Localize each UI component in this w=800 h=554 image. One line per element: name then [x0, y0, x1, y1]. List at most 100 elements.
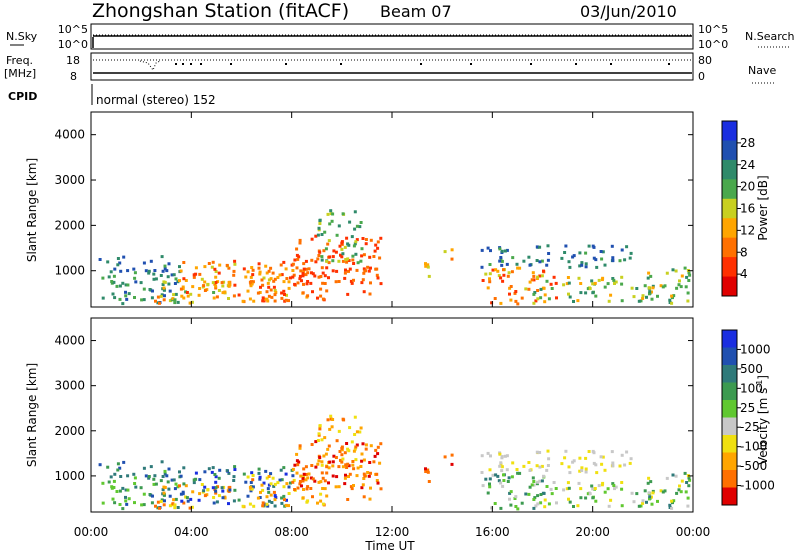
- range-cell: [310, 476, 313, 480]
- range-cell: [480, 454, 484, 458]
- range-cell: [165, 474, 169, 478]
- range-cell: [578, 456, 582, 460]
- colorbar-tick-label: -1000: [740, 479, 775, 493]
- range-cell: [237, 498, 241, 502]
- range-cell: [368, 255, 372, 259]
- range-cell: [577, 481, 581, 485]
- range-cell: [317, 459, 321, 463]
- range-cell: [620, 481, 624, 484]
- range-cell: [584, 265, 588, 269]
- range-cell: [153, 269, 157, 272]
- range-cell: [488, 485, 492, 489]
- range-cell: [549, 487, 553, 491]
- range-cell: [335, 233, 339, 237]
- range-cell: [133, 276, 137, 280]
- range-cell: [112, 479, 116, 483]
- range-cell: [597, 484, 601, 488]
- range-cell: [156, 506, 160, 510]
- range-cell: [369, 266, 372, 270]
- range-cell: [304, 478, 308, 482]
- range-cell: [324, 452, 328, 456]
- range-cell: [299, 269, 303, 273]
- range-cell: [623, 258, 627, 262]
- range-cell: [527, 492, 531, 496]
- range-cell: [426, 265, 430, 269]
- range-cell: [562, 283, 566, 287]
- range-cell: [567, 281, 571, 285]
- range-cell: [489, 249, 492, 253]
- range-cell: [150, 501, 154, 505]
- range-cell: [620, 487, 624, 491]
- range-cell: [149, 288, 153, 292]
- range-cell: [637, 299, 641, 303]
- range-cell: [273, 498, 277, 502]
- range-cell: [270, 501, 274, 504]
- range-cell: [133, 271, 137, 275]
- range-cell: [127, 497, 131, 501]
- range-cell: [203, 289, 207, 292]
- range-cell: [613, 487, 616, 491]
- range-cell: [178, 470, 181, 474]
- range-cell: [350, 440, 354, 444]
- range-cell: [211, 486, 215, 490]
- range-cell: [368, 497, 372, 501]
- range-cell: [500, 259, 504, 263]
- range-cell: [198, 272, 202, 276]
- range-cell: [542, 269, 545, 273]
- range-cell: [112, 486, 116, 489]
- range-cell: [322, 454, 326, 458]
- power-panel: Slant Range [km] 1000 2000 3000 4000: [25, 111, 694, 308]
- range-cell: [109, 475, 113, 479]
- range-cell: [162, 288, 166, 292]
- sky-tick-bottom: 10^0: [58, 38, 88, 51]
- range-cell: [314, 234, 318, 238]
- range-cell: [301, 291, 305, 295]
- range-cell: [599, 455, 603, 459]
- range-cell: [550, 492, 554, 496]
- range-cell: [554, 487, 558, 490]
- range-cell: [496, 269, 500, 273]
- range-cell: [218, 263, 222, 267]
- range-cell: [603, 285, 607, 289]
- range-cell: [214, 275, 218, 279]
- range-cell: [282, 280, 286, 284]
- range-cell: [527, 255, 531, 259]
- range-cell: [261, 501, 265, 505]
- range-cell: [203, 485, 207, 489]
- range-cell: [499, 301, 503, 305]
- sky-tick-top: 10^5: [58, 23, 88, 36]
- range-cell: [316, 439, 320, 442]
- range-cell: [488, 280, 492, 284]
- range-cell: [214, 491, 218, 495]
- range-cell: [325, 471, 329, 475]
- freq-strip-frame: [90, 52, 694, 81]
- range-cell: [647, 491, 651, 495]
- range-cell: [158, 301, 161, 305]
- range-cell: [266, 487, 270, 491]
- colorbar-swatch: [722, 382, 737, 401]
- range-cell: [194, 266, 198, 270]
- range-cell: [182, 501, 186, 505]
- range-cell: [149, 493, 153, 497]
- range-cell: [546, 244, 550, 248]
- range-cell: [373, 454, 377, 458]
- range-cell: [212, 496, 216, 499]
- range-cell: [267, 475, 271, 478]
- range-cell: [360, 486, 364, 490]
- range-cell: [302, 467, 306, 471]
- range-cell: [331, 460, 335, 464]
- range-cell: [163, 294, 166, 298]
- nave-dot: [340, 63, 342, 65]
- velocity-ylabel: Slant Range [km]: [25, 363, 39, 467]
- power-colorbar-label: Power [dB]: [756, 175, 770, 240]
- range-cell: [198, 287, 202, 290]
- ytick-label: 3000: [54, 173, 85, 187]
- range-cell: [198, 492, 202, 496]
- range-cell: [297, 460, 301, 464]
- range-cell: [603, 490, 607, 494]
- range-cell: [488, 263, 492, 266]
- range-cell: [353, 242, 357, 246]
- range-cell: [613, 282, 616, 285]
- range-cell: [507, 271, 511, 275]
- range-cell: [178, 279, 181, 283]
